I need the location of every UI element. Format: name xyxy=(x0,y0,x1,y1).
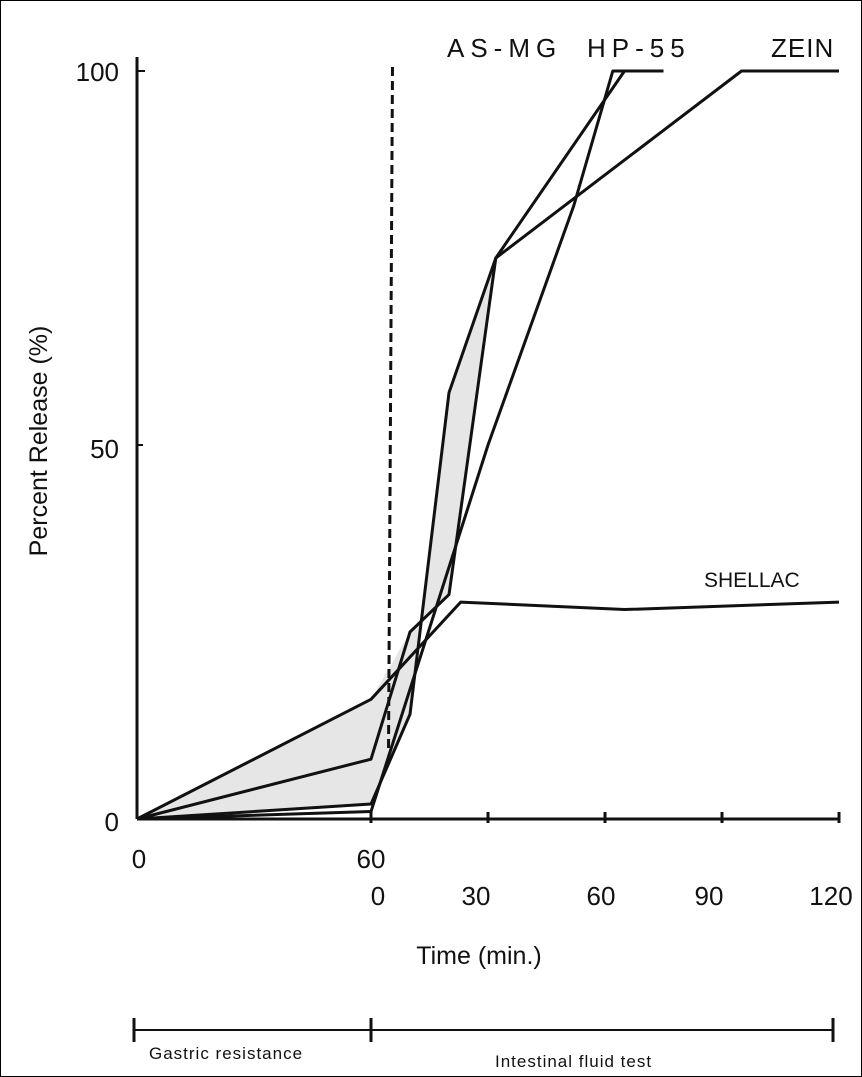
label-as-mg: AS-MG xyxy=(447,33,562,63)
x-tick-gastric-60: 60 xyxy=(357,844,386,874)
y-tick-0: 0 xyxy=(105,807,119,837)
series-line-hp-55 xyxy=(136,69,664,821)
x-tick-intestinal-90: 90 xyxy=(695,881,724,911)
series-line-zein xyxy=(136,69,839,821)
series-line-shellac xyxy=(136,600,840,821)
x-tick-intestinal-30: 30 xyxy=(462,881,491,911)
label-zein: ZEIN xyxy=(771,33,834,63)
series-layer xyxy=(136,69,840,821)
x-tick-intestinal-0: 0 xyxy=(371,881,385,911)
label-hp-55: HP-55 xyxy=(587,33,691,63)
shaded-band xyxy=(137,220,527,820)
y-tick-100: 100 xyxy=(76,57,119,87)
phase-divider-dashed-line xyxy=(387,66,394,752)
series-line-as-mg xyxy=(136,69,652,821)
y-axis-title: Percent Release (%) xyxy=(25,326,53,557)
shaded-band-layer xyxy=(137,220,527,820)
x-tick-intestinal-60: 60 xyxy=(587,881,616,911)
label-shellac: SHELLAC xyxy=(704,569,800,592)
x-tick-gastric-0: 0 xyxy=(132,844,146,874)
phase-label-gastric: Gastric resistance xyxy=(149,1044,303,1063)
x-axis-title: Time (min.) xyxy=(416,942,541,970)
phase-label-intestinal: Intestinal fluid test xyxy=(495,1052,652,1071)
x-tick-intestinal-120: 120 xyxy=(809,881,852,911)
axis-layer xyxy=(135,57,841,823)
y-tick-50: 50 xyxy=(90,434,119,464)
